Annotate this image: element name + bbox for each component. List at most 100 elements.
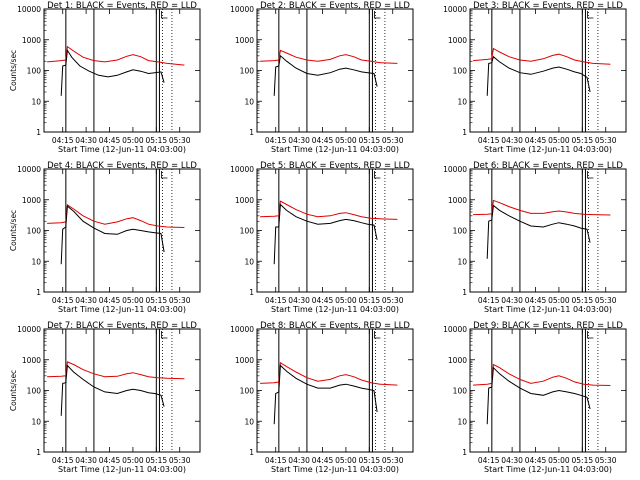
x-axis-label: Start Time (12-Jun-11 04:03:00) [58, 305, 186, 314]
x-tick-label: 04:15 [265, 456, 287, 465]
y-tick-label: 10000 [17, 5, 41, 14]
y-tick-label: 10 [31, 257, 41, 266]
corner-marker [587, 331, 594, 339]
x-axis-label: Start Time (12-Jun-11 04:03:00) [484, 305, 612, 314]
x-tick-label: 04:45 [99, 136, 121, 145]
x-tick-label: 04:15 [52, 136, 74, 145]
x-tick-label: 05:15 [572, 136, 594, 145]
x-tick-label: 04:45 [525, 296, 547, 305]
x-tick-label: 05:30 [169, 296, 191, 305]
y-tick-label: 1 [462, 288, 467, 297]
series-line-events [273, 54, 378, 96]
panel-title: Det 6: BLACK = Events, RED = LLD [473, 161, 623, 171]
y-tick-label: 1 [36, 128, 41, 137]
x-tick-label: 05:30 [595, 136, 617, 145]
y-tick-label: 10000 [443, 165, 467, 174]
x-tick-label: 04:30 [288, 136, 310, 145]
y-tick-label: 100 [240, 227, 255, 236]
corner-marker [374, 331, 381, 339]
corner-marker [587, 11, 594, 19]
x-axis-label: Start Time (12-Jun-11 04:03:00) [484, 145, 612, 154]
x-tick-label: 05:15 [359, 456, 381, 465]
y-tick-label: 100 [27, 67, 42, 76]
x-tick-label: 05:00 [122, 136, 144, 145]
x-tick-label: 05:30 [382, 456, 404, 465]
x-tick-label: 05:15 [146, 456, 168, 465]
y-tick-label: 10 [244, 417, 254, 426]
y-tick-label: 1000 [22, 356, 41, 365]
x-tick-label: 04:45 [312, 296, 334, 305]
panel-det-1: Det 1: BLACK = Events, RED = LLD 1 10 100 10… [9, 1, 201, 154]
x-tick-label: 04:15 [52, 296, 74, 305]
x-tick-label: 04:15 [265, 296, 287, 305]
y-tick-label: 10000 [230, 5, 254, 14]
y-tick-label: 10 [457, 97, 467, 106]
series-line-events [273, 364, 378, 425]
x-tick-label: 05:00 [335, 456, 357, 465]
y-tick-label: 1 [36, 288, 41, 297]
y-tick-label: 10 [457, 257, 467, 266]
x-tick-label: 04:15 [265, 136, 287, 145]
x-tick-label: 04:45 [312, 456, 334, 465]
panel-det-8: Det 8: BLACK = Events, RED = LLD 1 10 100 10… [230, 321, 414, 474]
panel-title: Det 9: BLACK = Events, RED = LLD [473, 321, 623, 331]
x-tick-label: 04:45 [99, 456, 121, 465]
corner-marker [161, 171, 168, 179]
panel-title: Det 1: BLACK = Events, RED = LLD [47, 1, 197, 11]
y-axis-label: Counts/sec [9, 50, 18, 91]
panel-title: Det 2: BLACK = Events, RED = LLD [260, 1, 410, 11]
x-tick-label: 05:30 [595, 456, 617, 465]
y-tick-label: 10 [457, 417, 467, 426]
y-axis-label: Counts/sec [9, 210, 18, 251]
panel-det-4: Det 4: BLACK = Events, RED = LLD 1 10 100 10… [9, 161, 201, 314]
y-tick-label: 1 [462, 128, 467, 137]
x-axis-label: Start Time (12-Jun-11 04:03:00) [58, 145, 186, 154]
x-axis-label: Start Time (12-Jun-11 04:03:00) [484, 465, 612, 474]
x-tick-label: 04:30 [288, 296, 310, 305]
x-tick-label: 05:00 [335, 296, 357, 305]
x-tick-label: 05:00 [548, 456, 570, 465]
x-tick-label: 04:15 [478, 296, 500, 305]
y-tick-label: 100 [453, 67, 468, 76]
series-line-events [273, 203, 378, 265]
corner-marker [374, 171, 381, 179]
plot-frame [43, 8, 201, 133]
plot-frame [469, 168, 627, 293]
x-tick-label: 04:30 [288, 456, 310, 465]
x-tick-label: 05:30 [169, 136, 191, 145]
y-tick-label: 100 [240, 67, 255, 76]
y-tick-label: 1000 [235, 36, 254, 45]
y-tick-label: 100 [453, 227, 468, 236]
y-tick-label: 10000 [230, 165, 254, 174]
panel-det-5: Det 5: BLACK = Events, RED = LLD 1 10 100 10… [230, 161, 414, 314]
panel-title: Det 5: BLACK = Events, RED = LLD [260, 161, 410, 171]
x-tick-label: 05:00 [122, 296, 144, 305]
x-tick-label: 05:30 [169, 456, 191, 465]
x-tick-label: 05:30 [382, 296, 404, 305]
series-line-lld [47, 361, 185, 380]
x-tick-label: 04:30 [75, 296, 97, 305]
series-line-events [60, 48, 165, 96]
panel-title: Det 3: BLACK = Events, RED = LLD [473, 1, 623, 11]
x-tick-label: 05:15 [146, 136, 168, 145]
series-line-events [486, 204, 591, 259]
y-tick-label: 1 [249, 448, 254, 457]
y-tick-label: 10 [244, 97, 254, 106]
panel-title: Det 4: BLACK = Events, RED = LLD [47, 161, 197, 171]
y-tick-label: 10000 [17, 165, 41, 174]
x-tick-label: 05:30 [595, 296, 617, 305]
y-tick-label: 1000 [22, 36, 41, 45]
x-tick-label: 04:45 [525, 136, 547, 145]
corner-marker [161, 11, 168, 19]
x-tick-label: 05:00 [548, 296, 570, 305]
x-tick-label: 04:30 [501, 456, 523, 465]
y-tick-label: 100 [27, 387, 42, 396]
plot-frame [256, 168, 414, 293]
x-tick-label: 05:00 [548, 136, 570, 145]
x-axis-label: Start Time (12-Jun-11 04:03:00) [271, 305, 399, 314]
y-tick-label: 1000 [448, 356, 467, 365]
y-tick-label: 1000 [448, 36, 467, 45]
y-tick-label: 10000 [17, 325, 41, 334]
x-tick-label: 04:15 [478, 136, 500, 145]
